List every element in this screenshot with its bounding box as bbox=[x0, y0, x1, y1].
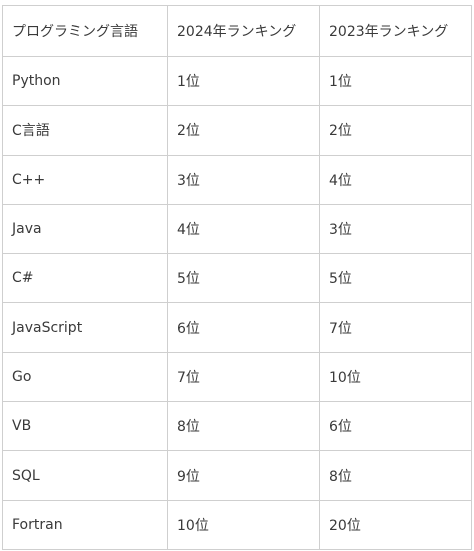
table-row: Python 1位 1位 bbox=[2, 55, 472, 107]
language-cell: C言語 bbox=[2, 105, 168, 156]
rank-2023-cell: 7位 bbox=[319, 302, 472, 353]
rank-2023-cell: 2位 bbox=[319, 105, 472, 156]
rank-2023-cell: 4位 bbox=[319, 154, 472, 205]
language-cell: Python bbox=[2, 55, 168, 107]
rank-2023-cell: 8位 bbox=[319, 450, 472, 501]
rank-2024-cell: 7位 bbox=[167, 351, 320, 403]
rank-2023-cell: 20位 bbox=[319, 499, 472, 551]
table-row: Go 7位 10位 bbox=[2, 351, 472, 403]
table-header-row: プログラミング言語 2024年ランキング 2023年ランキング bbox=[2, 5, 472, 57]
rank-2023-cell: 3位 bbox=[319, 203, 472, 255]
rank-2023-cell: 1位 bbox=[319, 55, 472, 107]
language-cell: Java bbox=[2, 203, 168, 255]
table-row: SQL 9位 8位 bbox=[2, 450, 472, 501]
language-cell: C++ bbox=[2, 154, 168, 205]
rank-2024-cell: 10位 bbox=[167, 499, 320, 551]
rank-2023-cell: 10位 bbox=[319, 351, 472, 403]
rank-2024-cell: 4位 bbox=[167, 203, 320, 255]
language-cell: Fortran bbox=[2, 499, 168, 551]
language-cell: SQL bbox=[2, 450, 168, 501]
language-cell: JavaScript bbox=[2, 302, 168, 353]
language-cell: C# bbox=[2, 253, 168, 304]
header-rank-2024: 2024年ランキング bbox=[167, 5, 320, 57]
rank-2024-cell: 2位 bbox=[167, 105, 320, 156]
header-language: プログラミング言語 bbox=[2, 5, 168, 57]
table-row: C# 5位 5位 bbox=[2, 253, 472, 304]
language-cell: VB bbox=[2, 401, 168, 452]
table-row: Java 4位 3位 bbox=[2, 203, 472, 255]
rank-2024-cell: 8位 bbox=[167, 401, 320, 452]
rank-2023-cell: 5位 bbox=[319, 253, 472, 304]
language-cell: Go bbox=[2, 351, 168, 403]
ranking-table: プログラミング言語 2024年ランキング 2023年ランキング Python 1… bbox=[2, 5, 472, 551]
rank-2024-cell: 6位 bbox=[167, 302, 320, 353]
header-rank-2023: 2023年ランキング bbox=[319, 5, 472, 57]
table-row: Fortran 10位 20位 bbox=[2, 499, 472, 551]
rank-2023-cell: 6位 bbox=[319, 401, 472, 452]
rank-2024-cell: 1位 bbox=[167, 55, 320, 107]
rank-2024-cell: 9位 bbox=[167, 450, 320, 501]
table-row: C++ 3位 4位 bbox=[2, 154, 472, 205]
table-row: JavaScript 6位 7位 bbox=[2, 302, 472, 353]
table-row: VB 8位 6位 bbox=[2, 401, 472, 452]
rank-2024-cell: 5位 bbox=[167, 253, 320, 304]
rank-2024-cell: 3位 bbox=[167, 154, 320, 205]
table-row: C言語 2位 2位 bbox=[2, 105, 472, 156]
